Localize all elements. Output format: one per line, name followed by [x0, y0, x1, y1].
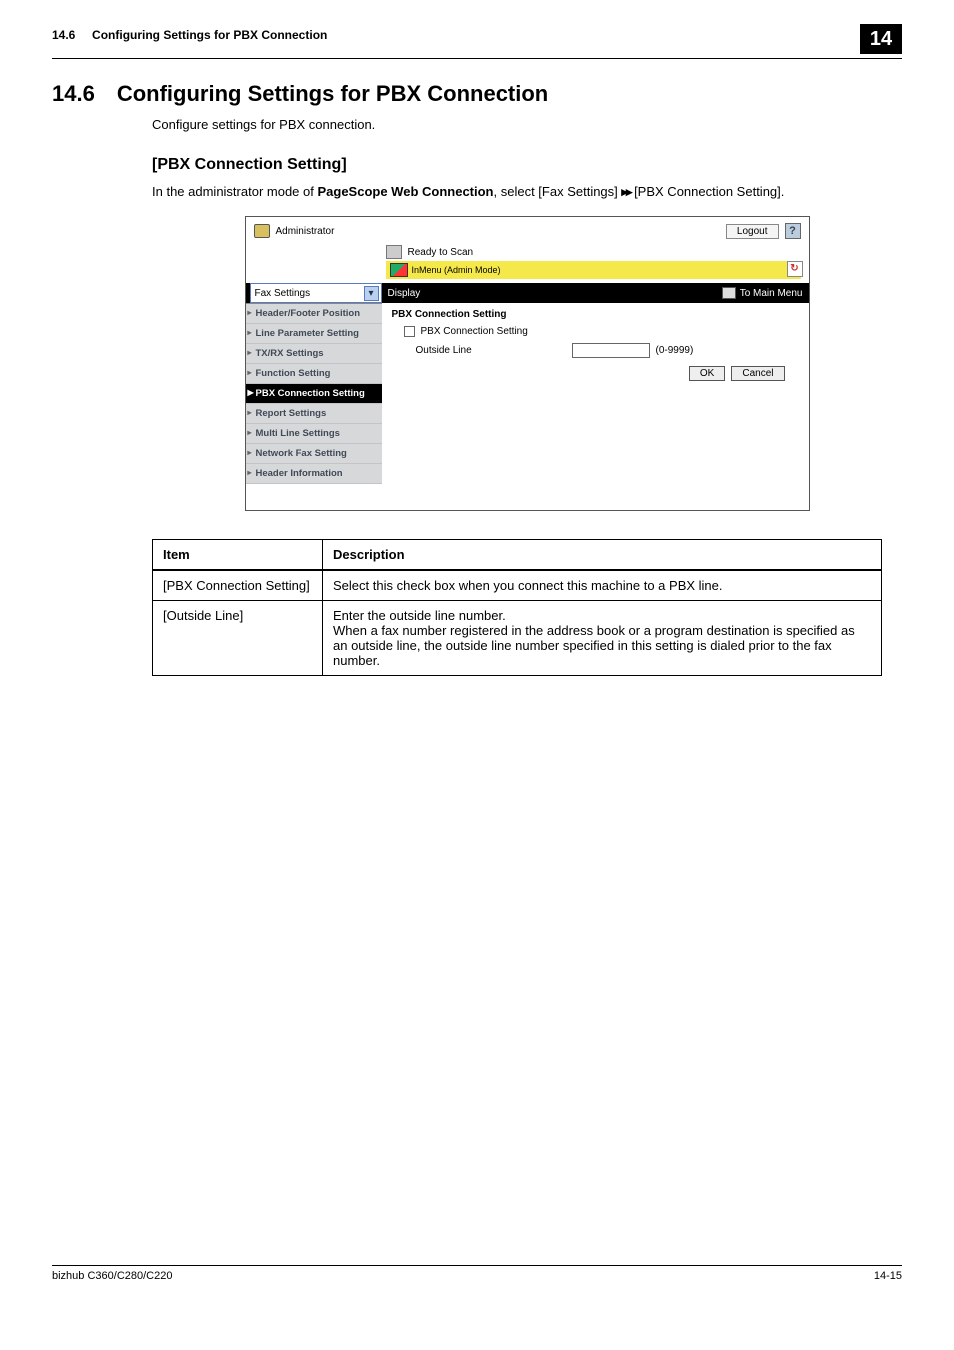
sidebar: Header/Footer Position Line Parameter Se…	[246, 303, 382, 484]
sidebar-item-pbx[interactable]: PBX Connection Setting	[246, 384, 382, 404]
subheading: [PBX Connection Setting]	[152, 156, 902, 174]
sidebar-item-multiline[interactable]: Multi Line Settings	[246, 424, 382, 444]
pbx-checkbox[interactable]	[404, 326, 415, 337]
darkbar-right: To Main Menu	[740, 288, 803, 299]
main-menu-link[interactable]: To Main Menu	[722, 287, 803, 299]
cell-desc: Select this check box when you connect t…	[323, 570, 882, 601]
table-row: [PBX Connection Setting] Select this che…	[153, 570, 882, 601]
col-desc: Description	[323, 540, 882, 571]
chapter-number-box: 14	[860, 24, 902, 54]
running-header-text: 14.6 Configuring Settings for PBX Connec…	[52, 28, 327, 42]
cell-item: [Outside Line]	[153, 601, 323, 676]
panel-title: PBX Connection Setting	[392, 309, 799, 320]
lead-in-bold: PageScope Web Connection	[317, 184, 493, 199]
heading-number: 14.6	[52, 81, 95, 107]
status-row: Ready to Scan	[246, 245, 809, 259]
footer-right: 14-15	[874, 1270, 902, 1282]
page-footer: bizhub C360/C280/C220 14-15	[52, 1265, 902, 1282]
chevron-down-icon: ▾	[364, 286, 379, 301]
help-icon[interactable]: ?	[785, 223, 801, 239]
sidebar-item-networkfax[interactable]: Network Fax Setting	[246, 444, 382, 464]
printer-icon	[386, 245, 402, 259]
sidebar-item-function[interactable]: Function Setting	[246, 364, 382, 384]
tab-bar: Fax Settings ▾ Display To Main Menu	[246, 283, 809, 303]
cell-desc: Enter the outside line number. When a fa…	[323, 601, 882, 676]
category-dropdown[interactable]: Fax Settings ▾	[250, 283, 382, 303]
col-item: Item	[153, 540, 323, 571]
screenshot-body: Header/Footer Position Line Parameter Se…	[246, 303, 809, 484]
sidebar-item-txrx[interactable]: TX/RX Settings	[246, 344, 382, 364]
ready-label: Ready to Scan	[408, 247, 474, 258]
pbx-check-label: PBX Connection Setting	[421, 326, 528, 337]
lead-in-tail: [PBX Connection Setting].	[630, 184, 784, 199]
main-panel: PBX Connection Setting PBX Connection Se…	[382, 303, 809, 484]
running-header: 14.6 Configuring Settings for PBX Connec…	[52, 28, 902, 59]
table-header-row: Item Description	[153, 540, 882, 571]
description-table: Item Description [PBX Connection Setting…	[152, 539, 882, 676]
admin-label: Administrator	[276, 226, 335, 237]
cancel-button[interactable]: Cancel	[731, 366, 784, 381]
lead-in-post: , select [Fax Settings]	[494, 184, 622, 199]
screenshot-padding	[246, 484, 809, 510]
lead-in-paragraph: In the administrator mode of PageScope W…	[152, 184, 902, 200]
header-section-number: 14.6	[52, 28, 75, 42]
ok-button[interactable]: OK	[689, 366, 725, 381]
refresh-icon[interactable]: ↻	[787, 261, 803, 277]
outside-line-input[interactable]	[572, 343, 650, 358]
heading-title: Configuring Settings for PBX Connection	[117, 81, 548, 107]
screenshot-top-bar: Administrator Logout ?	[246, 217, 809, 241]
darkbar-left: Display	[388, 288, 421, 299]
section-heading: 14.6 Configuring Settings for PBX Connec…	[52, 81, 902, 107]
cell-item: [PBX Connection Setting]	[153, 570, 323, 601]
intro-paragraph: Configure settings for PBX connection.	[152, 117, 902, 132]
mode-icon	[390, 263, 408, 277]
main-menu-icon	[722, 287, 736, 299]
admin-icon	[254, 224, 270, 238]
outside-line-row: Outside Line (0-9999)	[392, 343, 799, 358]
dropdown-value: Fax Settings	[255, 288, 311, 299]
header-section-title: Configuring Settings for PBX Connection	[92, 28, 327, 42]
button-row: OK Cancel	[392, 366, 799, 381]
sidebar-item-header-footer[interactable]: Header/Footer Position	[246, 304, 382, 324]
sidebar-item-line-parameter[interactable]: Line Parameter Setting	[246, 324, 382, 344]
mode-bar: InMenu (Admin Mode) ↻	[386, 261, 801, 279]
footer-left: bizhub C360/C280/C220	[52, 1270, 172, 1282]
sidebar-item-headerinfo[interactable]: Header Information	[246, 464, 382, 484]
outside-line-label: Outside Line	[416, 345, 566, 356]
mode-text: InMenu (Admin Mode)	[412, 265, 501, 275]
pbx-check-row: PBX Connection Setting	[392, 326, 799, 337]
logout-button[interactable]: Logout	[726, 224, 779, 239]
sidebar-item-report[interactable]: Report Settings	[246, 404, 382, 424]
dark-bar: Display To Main Menu	[382, 283, 809, 303]
lead-in-pre: In the administrator mode of	[152, 184, 317, 199]
outside-line-range: (0-9999)	[656, 345, 694, 356]
table-row: [Outside Line] Enter the outside line nu…	[153, 601, 882, 676]
pbx-screenshot: Administrator Logout ? Ready to Scan InM…	[245, 216, 810, 511]
